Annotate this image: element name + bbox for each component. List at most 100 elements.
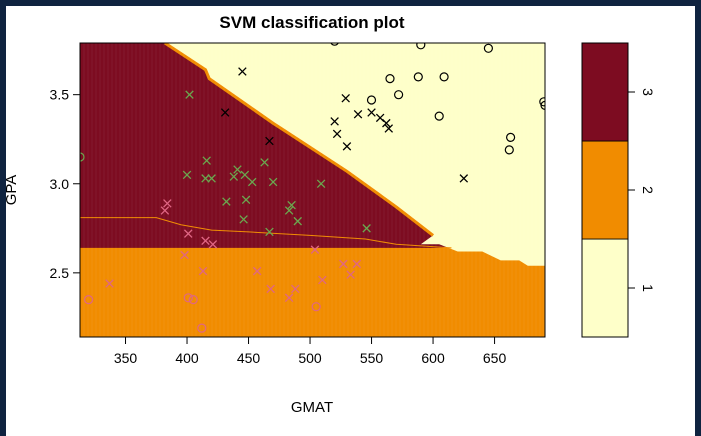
support-vector-point: [506, 132, 516, 142]
data-point: [220, 108, 230, 117]
support-vector-point: [197, 323, 207, 333]
data-points: [80, 43, 545, 333]
legend-tick-label: 2: [640, 186, 656, 194]
support-vector-point: [188, 295, 198, 305]
support-vector-point: [80, 152, 85, 162]
data-point: [284, 206, 294, 215]
boundary-line-upper: [164, 43, 435, 237]
data-point: [180, 250, 189, 260]
data-point: [233, 165, 242, 174]
data-point: [382, 118, 391, 128]
legend-tick-label: 1: [640, 284, 656, 292]
data-point: [105, 279, 114, 288]
data-point: [238, 67, 247, 76]
x-tick-label: 500: [298, 350, 322, 366]
y-axis: 2.5 3.0 3.5: [50, 87, 81, 281]
x-axis-label: GMAT: [291, 399, 333, 416]
data-point: [342, 142, 352, 151]
plot-frame: SVM classification plot 350 400 450 500 550 6…: [6, 6, 695, 436]
data-point: [260, 158, 269, 167]
x-tick-label: 450: [237, 350, 261, 366]
data-point: [241, 195, 251, 205]
support-vector-point: [483, 43, 493, 53]
data-point: [202, 156, 211, 165]
data-point: [316, 179, 326, 189]
data-point: [310, 245, 320, 254]
data-point: [185, 90, 194, 99]
legend-swatch-2: [581, 140, 629, 240]
support-vector-point: [439, 72, 449, 82]
support-vector-point: [539, 97, 545, 107]
color-legend: 1 2 3: [581, 42, 656, 338]
x-axis: 350 400 450 500 550 600 650: [114, 336, 507, 366]
data-point: [338, 259, 348, 269]
class-3-region: [80, 43, 452, 248]
data-point: [266, 284, 275, 294]
data-point: [459, 174, 469, 183]
support-vector-point: [416, 43, 426, 50]
data-point: [352, 259, 362, 269]
data-point: [332, 129, 342, 139]
support-vector-point: [394, 90, 404, 100]
data-point: [268, 177, 278, 187]
data-point: [247, 177, 257, 187]
support-vector-point: [413, 72, 423, 82]
svm-classification-plot: SVM classification plot 350 400 450 500 550 6…: [6, 13, 656, 416]
data-point: [287, 200, 296, 210]
support-vector-point: [366, 95, 377, 105]
data-point: [318, 275, 327, 285]
support-vector-point: [434, 111, 444, 121]
data-point: [182, 170, 192, 180]
data-point: [229, 172, 239, 181]
y-tick-label: 3.0: [50, 176, 70, 192]
support-vector-point: [183, 293, 193, 303]
data-point: [384, 124, 394, 133]
data-point: [341, 93, 350, 103]
class-1-region: [164, 43, 545, 266]
support-vector-point: [330, 43, 339, 46]
legend-swatch-3: [581, 42, 629, 142]
data-point: [367, 108, 376, 117]
data-point: [353, 110, 363, 119]
data-point: [252, 266, 262, 276]
y-tick-label: 3.5: [50, 87, 70, 103]
x-tick-label: 400: [175, 350, 199, 366]
y-axis-label: GPA: [6, 175, 20, 206]
data-point: [201, 236, 210, 246]
data-point: [239, 215, 248, 224]
plot-area: [80, 43, 545, 337]
legend-tick-label: 3: [640, 88, 656, 96]
support-vector-point: [83, 295, 94, 305]
data-point: [163, 199, 172, 208]
data-point: [208, 240, 218, 249]
data-point: [207, 174, 216, 183]
support-vector-point: [540, 100, 545, 110]
y-tick-label: 2.5: [50, 265, 70, 281]
x-tick-label: 650: [483, 350, 507, 366]
chart-title: SVM classification plot: [219, 13, 404, 32]
data-point: [293, 216, 302, 226]
data-point: [183, 229, 193, 238]
x-tick-label: 350: [114, 350, 138, 366]
data-point: [222, 197, 231, 206]
data-point: [201, 174, 210, 183]
data-point: [160, 206, 170, 215]
boundary-line-lower: [80, 217, 452, 249]
data-point: [291, 284, 300, 294]
data-point: [198, 266, 208, 276]
data-point: [265, 136, 274, 146]
support-vector-point: [311, 302, 321, 312]
decision-regions: [80, 43, 545, 266]
x-tick-label: 600: [421, 350, 445, 366]
data-point: [362, 224, 371, 233]
data-point: [346, 270, 355, 279]
data-point: [330, 117, 339, 126]
data-point: [284, 293, 294, 303]
data-point: [240, 170, 250, 180]
support-vector-point: [504, 145, 514, 155]
legend-swatch-1: [581, 238, 629, 338]
decision-boundaries: [80, 43, 545, 337]
support-vector-point: [385, 73, 395, 84]
data-point: [265, 227, 274, 237]
x-tick-label: 550: [360, 350, 384, 366]
